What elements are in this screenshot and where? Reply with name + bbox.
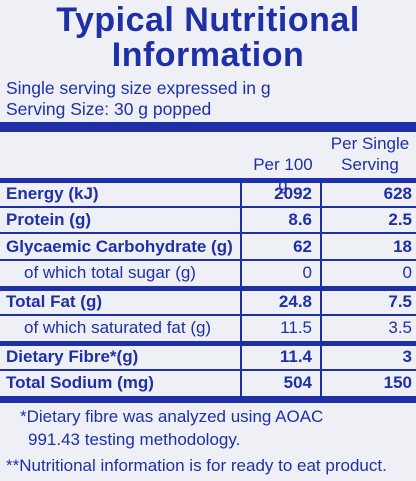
- row-per100: 62: [293, 237, 312, 256]
- row-per-serving: 7.5: [388, 292, 412, 311]
- top-thick-rule: [0, 122, 416, 132]
- row-rule: [0, 206, 416, 208]
- header-per-serving-line-2: Serving: [341, 155, 399, 174]
- row-per-serving: 2.5: [388, 210, 412, 229]
- row-rule-thick: [0, 286, 416, 291]
- serving-size: Serving Size: 30 g popped: [6, 99, 212, 119]
- row-rule: [0, 314, 416, 316]
- row-label: of which saturated fat (g): [24, 318, 212, 337]
- row-per-serving: 628: [383, 184, 412, 203]
- row-rule: [0, 232, 416, 234]
- row-label: Total Fat (g): [6, 292, 102, 311]
- row-label: Dietary Fibre*(g): [6, 347, 139, 366]
- serving-size-note: Single serving size expressed in g: [6, 78, 271, 98]
- row-label: of which total sugar (g): [24, 263, 196, 282]
- row-per-serving: 150: [383, 373, 412, 392]
- footnote-dietary-line-1: *Dietary fibre was analyzed using AOAC: [20, 407, 324, 426]
- footnote-dietary-line-2: 991.43 testing methodology.: [28, 430, 241, 449]
- header-per-100g: Per 100 g: [253, 155, 313, 194]
- header-rule: [0, 178, 416, 183]
- row-per100: 11.4: [279, 347, 312, 366]
- title-line-2: Information: [111, 36, 305, 74]
- row-rule-thick: [0, 341, 416, 346]
- footnote-ready-to-eat: **Nutritional information is for ready t…: [6, 456, 387, 475]
- row-label: Glycaemic Carbohydrate (g): [6, 237, 233, 256]
- row-per100: 0: [302, 263, 312, 282]
- row-rule: [0, 369, 416, 371]
- row-per-serving: 3: [402, 347, 412, 366]
- row-per100: 8.6: [288, 210, 312, 229]
- row-per-serving: 0: [402, 263, 412, 282]
- row-label: Energy (kJ): [6, 184, 99, 203]
- row-per-serving: 3.5: [388, 318, 412, 337]
- row-per100: 504: [283, 373, 312, 392]
- row-per100: 2092: [274, 184, 312, 203]
- title-line-1: Typical Nutritional: [56, 1, 360, 39]
- header-per-serving-line-1: Per Single: [330, 134, 410, 153]
- row-per100: 24.8: [278, 292, 312, 311]
- row-label: Total Sodium (mg): [6, 373, 154, 392]
- row-label: Protein (g): [6, 210, 91, 229]
- bottom-thick-rule: [0, 396, 416, 403]
- row-rule: [0, 259, 416, 261]
- row-per100: 11.5: [280, 318, 312, 337]
- row-per-serving: 18: [393, 237, 412, 256]
